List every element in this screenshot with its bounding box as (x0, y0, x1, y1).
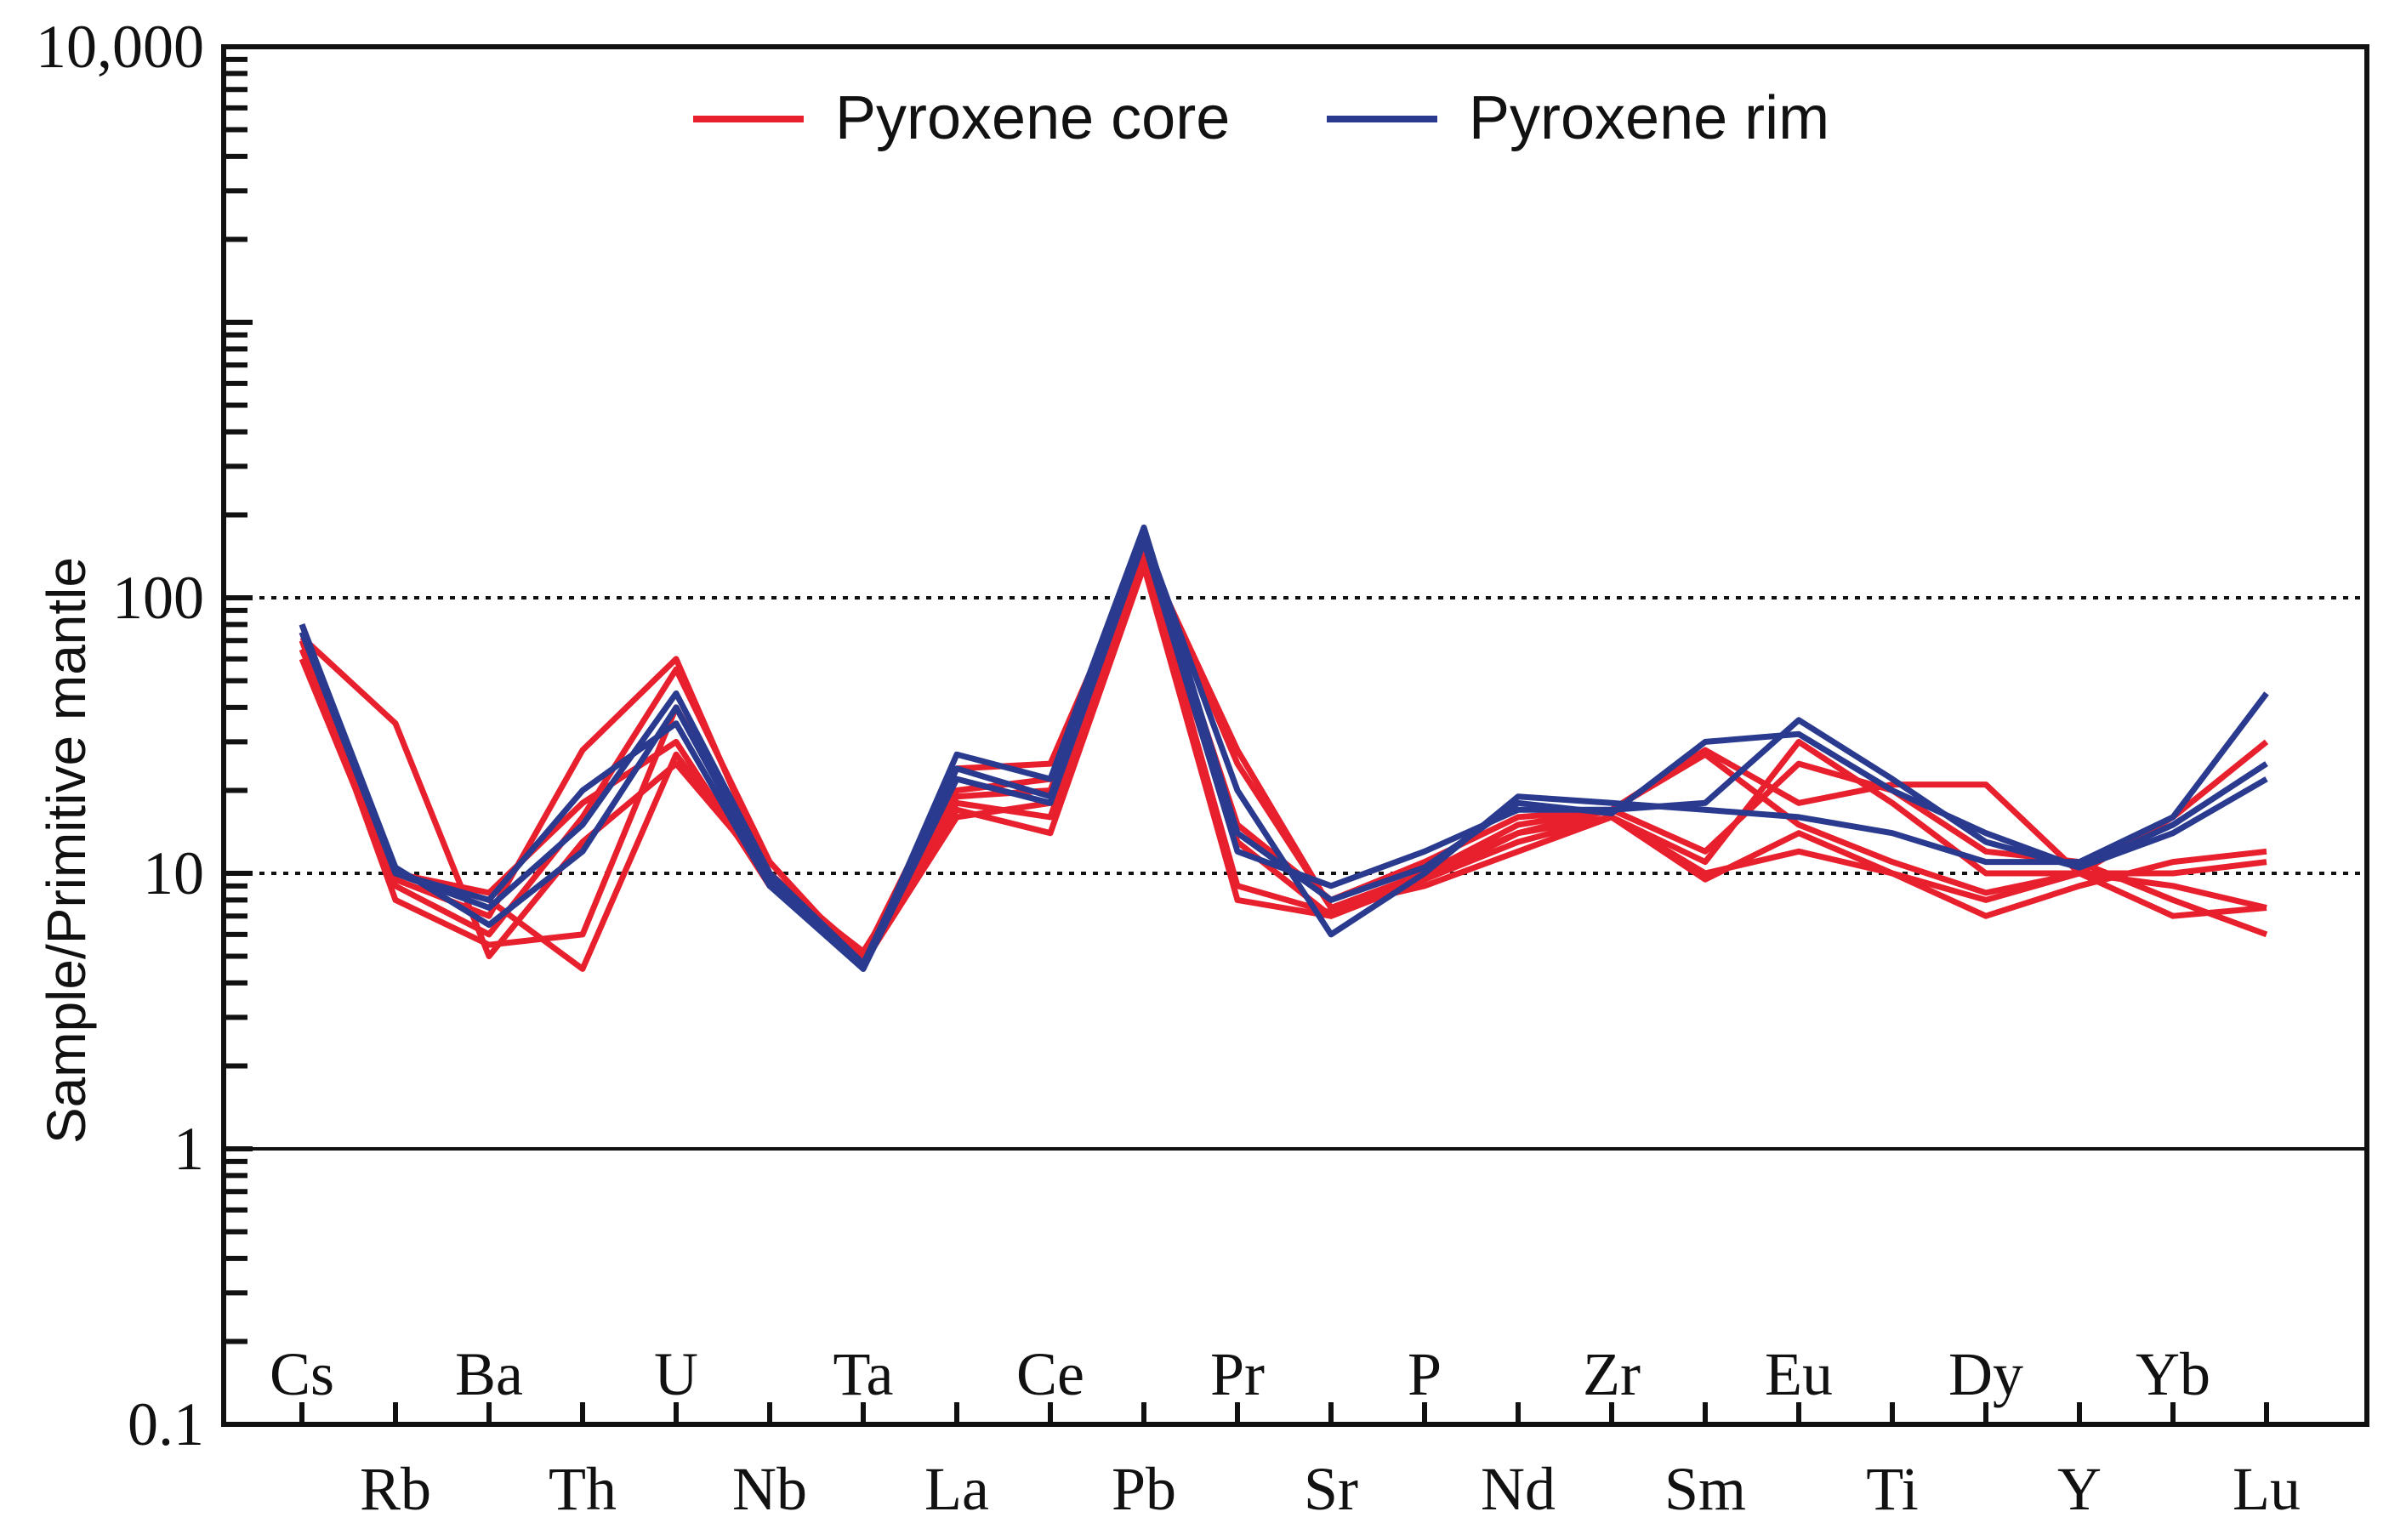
x-tick-label-sr: Sr (1304, 1455, 1358, 1523)
x-tick-label-eu: Eu (1765, 1340, 1833, 1408)
x-tick-label-ce: Ce (1016, 1340, 1084, 1408)
x-tick-label-zr: Zr (1583, 1340, 1641, 1408)
legend-label-rim: Pyroxene rim (1469, 84, 1829, 152)
x-tick-label-nb: Nb (732, 1455, 807, 1523)
y-tick-label: 100 (112, 564, 204, 632)
series-lines (299, 524, 2269, 972)
x-tick-label-u: U (654, 1340, 698, 1408)
series-line-core-0 (299, 546, 2267, 959)
legend: Pyroxene core Pyroxene rim (693, 84, 1829, 152)
series-line-core-5 (299, 542, 2269, 959)
x-axis-ticks: Cs Rb Ba Th U Nb Ta La Ce Pb Pr Sr P Nd Zr Sm Eu Ti Dy Y Yb L… (270, 1340, 2301, 1523)
x-tick-label-ba: Ba (455, 1340, 523, 1408)
x-tick-label-lu: Lu (2233, 1455, 2301, 1523)
x-tick-label-sm: Sm (1664, 1455, 1746, 1523)
x-tick-label-th: Th (549, 1455, 617, 1523)
x-tick-label-p: P (1408, 1340, 1442, 1408)
y-axis-title: Sample/Primitive mantle (36, 557, 97, 1144)
y-tick-label: 1 (173, 1115, 204, 1183)
y-tick-label: 10,000 (36, 13, 204, 81)
series-line-rim-8 (299, 538, 2268, 972)
x-tick-label-nd: Nd (1481, 1455, 1556, 1523)
y-tick-label: 0.1 (128, 1390, 204, 1458)
x-tick-label-rb: Rb (360, 1455, 431, 1523)
x-tick-label-pr: Pr (1210, 1340, 1265, 1408)
x-tick-label-ti: Ti (1866, 1455, 1918, 1523)
y-tick-label: 10 (143, 839, 204, 907)
y-axis-ticks: 0.1 1 10 100 10,000 (36, 13, 253, 1458)
series-line-core-4 (299, 550, 2267, 972)
x-tick-label-yb: Yb (2136, 1340, 2210, 1408)
x-tick-label-dy: Dy (1948, 1340, 2023, 1408)
series-line-core-2 (299, 563, 2267, 959)
x-tick-label-y: Y (2057, 1455, 2102, 1523)
x-tick-label-ta: Ta (833, 1340, 894, 1408)
plot-frame (221, 44, 2369, 1427)
x-tick-label-la: La (924, 1455, 989, 1523)
legend-label-core: Pyroxene core (835, 84, 1230, 152)
x-tick-label-cs: Cs (270, 1340, 334, 1408)
series-line-rim-7 (299, 531, 2269, 967)
series-line-core-1 (299, 554, 2267, 964)
x-tick-label-pb: Pb (1112, 1455, 1176, 1523)
